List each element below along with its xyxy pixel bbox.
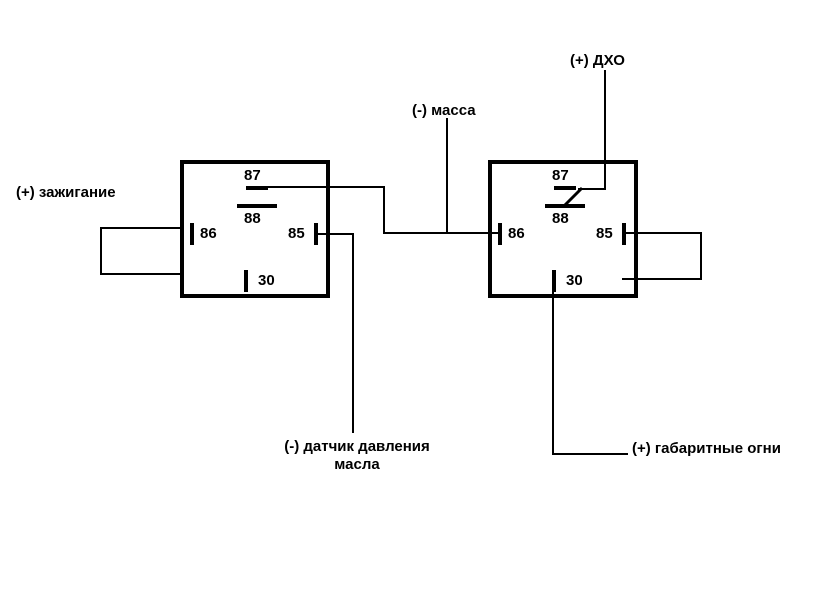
pin-mark-7 xyxy=(498,223,502,245)
relay1-pin30-label: 30 xyxy=(258,272,275,289)
relay1-pin86-label: 86 xyxy=(200,225,217,242)
relay2-pin88-label: 88 xyxy=(552,210,569,227)
pin-mark-8 xyxy=(622,223,626,245)
wire-15 xyxy=(552,290,554,455)
label-parking-lights: (+) габаритные огни xyxy=(632,440,781,457)
relay1-pin85-label: 85 xyxy=(288,225,305,242)
pin-mark-0 xyxy=(246,186,268,190)
label-ignition: (+) зажигание xyxy=(16,184,116,201)
wire-13 xyxy=(700,232,702,280)
wire-14 xyxy=(622,278,702,280)
wire-6 xyxy=(383,186,385,234)
pin-mark-1 xyxy=(237,204,277,208)
pin-mark-9 xyxy=(552,270,556,292)
wire-8 xyxy=(446,118,448,234)
relay2-pin87-label: 87 xyxy=(552,167,569,184)
relay2-pin86-label: 86 xyxy=(508,225,525,242)
label-ground: (-) масса xyxy=(412,102,476,119)
wire-3 xyxy=(314,233,354,235)
wire-0 xyxy=(100,227,184,229)
relay1-pin87-label: 87 xyxy=(244,167,261,184)
wire-10 xyxy=(578,188,606,190)
relay2-switch-arm xyxy=(0,0,830,598)
relay1-pin88-label: 88 xyxy=(244,210,261,227)
wire-9 xyxy=(446,232,502,234)
wire-11 xyxy=(604,70,606,190)
label-dho: (+) ДХО xyxy=(570,52,625,69)
pin-mark-2 xyxy=(190,223,194,245)
wire-16 xyxy=(552,453,628,455)
wire-2 xyxy=(100,273,184,275)
pin-mark-5 xyxy=(554,186,576,190)
relay2-pin85-label: 85 xyxy=(596,225,613,242)
pin-mark-6 xyxy=(545,204,585,208)
label-oil-sensor: (-) датчик давления масла xyxy=(272,438,442,474)
wire-1 xyxy=(100,227,102,275)
wire-5 xyxy=(267,186,385,188)
wire-12 xyxy=(622,232,702,234)
wire-4 xyxy=(352,233,354,433)
pin-mark-4 xyxy=(244,270,248,292)
relay2-pin30-label: 30 xyxy=(566,272,583,289)
